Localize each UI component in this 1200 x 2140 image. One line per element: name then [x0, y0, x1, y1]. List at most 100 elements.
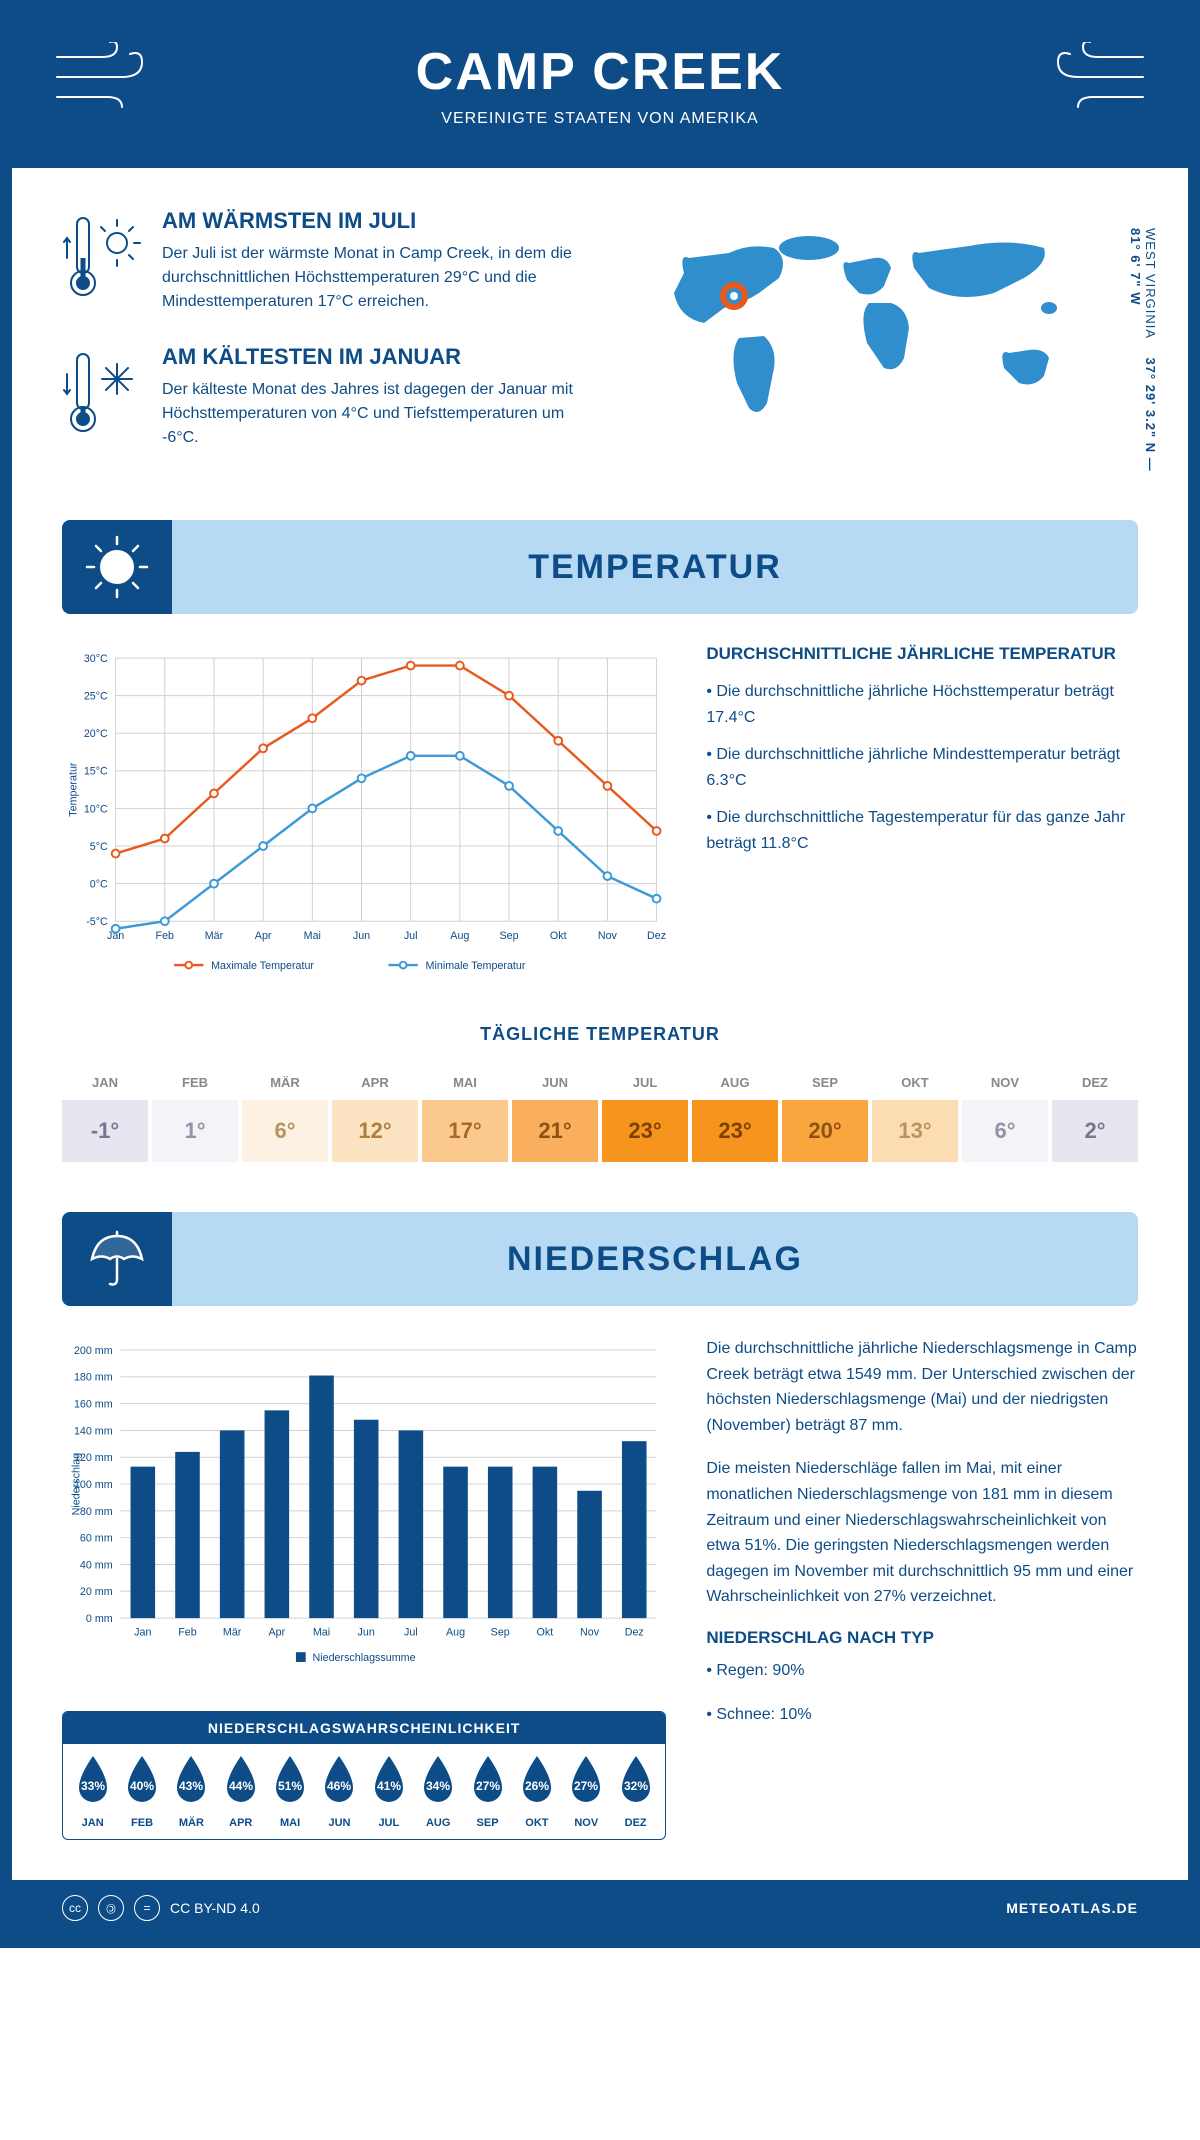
daily-temp-cell: JAN-1° [62, 1065, 148, 1162]
svg-text:0°C: 0°C [90, 879, 108, 891]
daily-temp-cell: MAI17° [422, 1065, 508, 1162]
probability-drop: 46%JUN [317, 1754, 361, 1829]
daily-temp-cell: OKT13° [872, 1065, 958, 1162]
header-banner: CAMP CREEK VEREINIGTE STAATEN VON AMERIK… [12, 12, 1188, 168]
probability-drop: 44%APR [219, 1754, 263, 1829]
by-icon: 🄯 [98, 1895, 124, 1921]
svg-text:Okt: Okt [537, 1627, 554, 1639]
svg-text:10°C: 10°C [84, 803, 108, 815]
svg-text:Temperatur: Temperatur [68, 762, 80, 817]
svg-text:Sep: Sep [491, 1627, 510, 1639]
probability-drop: 41%JUL [367, 1754, 411, 1829]
temperature-chart: -5°C0°C5°C10°C15°C20°C25°C30°CJanFebMärA… [62, 644, 666, 989]
svg-text:Jul: Jul [404, 1627, 418, 1639]
probability-drop: 32%DEZ [614, 1754, 658, 1829]
section-precip-title: NIEDERSCHLAG [172, 1240, 1138, 1279]
svg-text:60 mm: 60 mm [80, 1533, 113, 1545]
license-label: CC BY-ND 4.0 [170, 1900, 260, 1916]
svg-text:Okt: Okt [550, 930, 567, 942]
svg-text:27%: 27% [476, 1779, 500, 1793]
footer: cc 🄯 = CC BY-ND 4.0 METEOATLAS.DE [12, 1880, 1188, 1936]
nd-icon: = [134, 1895, 160, 1921]
svg-text:44%: 44% [229, 1779, 253, 1793]
state-label: WEST VIRGINIA [1143, 228, 1158, 339]
daily-temp-cell: DEZ2° [1052, 1065, 1138, 1162]
section-temperature: TEMPERATUR [62, 520, 1138, 614]
thermometer-sun-icon [62, 208, 142, 313]
daily-temp-cell: JUL23° [602, 1065, 688, 1162]
temp-bullet: • Die durchschnittliche Tagestemperatur … [706, 805, 1138, 856]
svg-text:Niederschlag: Niederschlag [71, 1453, 83, 1516]
svg-text:40 mm: 40 mm [80, 1559, 113, 1571]
precip-type-heading: NIEDERSCHLAG NACH TYP [706, 1628, 1138, 1648]
svg-text:Jun: Jun [353, 930, 370, 942]
svg-text:Aug: Aug [450, 930, 469, 942]
svg-text:Dez: Dez [647, 930, 666, 942]
svg-text:180 mm: 180 mm [74, 1372, 113, 1384]
svg-text:Jun: Jun [358, 1627, 375, 1639]
temp-bullet: • Die durchschnittliche jährliche Mindes… [706, 742, 1138, 793]
umbrella-icon [62, 1212, 172, 1306]
svg-text:43%: 43% [179, 1779, 203, 1793]
svg-text:Niederschlagssumme: Niederschlagssumme [313, 1652, 416, 1664]
svg-text:Mai: Mai [313, 1627, 330, 1639]
svg-text:Nov: Nov [580, 1627, 600, 1639]
fact-warm-title: AM WÄRMSTEN IM JULI [162, 208, 580, 234]
svg-text:-5°C: -5°C [86, 916, 108, 928]
coordinates: WEST VIRGINIA 37° 29' 3.2" N — 81° 6' 7"… [1128, 228, 1158, 480]
svg-text:33%: 33% [81, 1779, 105, 1793]
wind-icon [52, 42, 172, 117]
daily-temp-cell: SEP20° [782, 1065, 868, 1162]
svg-text:Sep: Sep [500, 930, 519, 942]
fact-warmest: AM WÄRMSTEN IM JULI Der Juli ist der wär… [62, 208, 580, 314]
wind-icon [1028, 42, 1148, 117]
svg-text:Maximale Temperatur: Maximale Temperatur [211, 960, 314, 972]
daily-temp-table: JAN-1°FEB1°MÄR6°APR12°MAI17°JUN21°JUL23°… [62, 1065, 1138, 1162]
svg-text:Jan: Jan [134, 1627, 151, 1639]
daily-temp-cell: APR12° [332, 1065, 418, 1162]
svg-text:0 mm: 0 mm [86, 1613, 113, 1625]
prob-heading: NIEDERSCHLAGSWAHRSCHEINLICHKEIT [63, 1712, 665, 1744]
sun-icon [62, 520, 172, 614]
svg-text:160 mm: 160 mm [74, 1399, 113, 1411]
probability-drop: 43%MÄR [169, 1754, 213, 1829]
svg-text:Dez: Dez [625, 1627, 644, 1639]
svg-text:30°C: 30°C [84, 653, 108, 665]
daily-temp-cell: NOV6° [962, 1065, 1048, 1162]
fact-cold-title: AM KÄLTESTEN IM JANUAR [162, 344, 580, 370]
section-temp-title: TEMPERATUR [172, 548, 1138, 587]
svg-text:Mär: Mär [223, 1627, 242, 1639]
daily-temp-cell: FEB1° [152, 1065, 238, 1162]
probability-drop: 33%JAN [71, 1754, 115, 1829]
temp-bullet: • Die durchschnittliche jährliche Höchst… [706, 679, 1138, 730]
svg-text:Nov: Nov [598, 930, 618, 942]
precipitation-chart: 0 mm20 mm40 mm60 mm80 mm100 mm120 mm140 … [62, 1336, 666, 1681]
svg-text:41%: 41% [377, 1779, 401, 1793]
precip-type-rain: • Regen: 90% [706, 1658, 1138, 1684]
probability-drop: 26%OKT [515, 1754, 559, 1829]
page-subtitle: VEREINIGTE STAATEN VON AMERIKA [32, 110, 1168, 128]
svg-text:Feb: Feb [156, 930, 175, 942]
svg-text:Mär: Mär [205, 930, 224, 942]
precip-paragraph: Die durchschnittliche jährliche Niedersc… [706, 1336, 1138, 1438]
daily-temp-heading: TÄGLICHE TEMPERATUR [62, 1024, 1138, 1045]
precip-probability-box: NIEDERSCHLAGSWAHRSCHEINLICHKEIT 33%JAN40… [62, 1711, 666, 1840]
svg-text:25°C: 25°C [84, 691, 108, 703]
daily-temp-cell: AUG23° [692, 1065, 778, 1162]
site-name: METEOATLAS.DE [1006, 1900, 1138, 1916]
svg-text:5°C: 5°C [90, 841, 108, 853]
svg-text:200 mm: 200 mm [74, 1345, 113, 1357]
fact-cold-text: Der kälteste Monat des Jahres ist dagege… [162, 378, 580, 450]
page-title: CAMP CREEK [32, 42, 1168, 102]
svg-text:Mai: Mai [304, 930, 321, 942]
probability-drop: 27%NOV [564, 1754, 608, 1829]
svg-text:Apr: Apr [255, 930, 272, 942]
svg-text:80 mm: 80 mm [80, 1506, 113, 1518]
svg-text:51%: 51% [278, 1779, 302, 1793]
svg-text:40%: 40% [130, 1779, 154, 1793]
daily-temp-cell: JUN21° [512, 1065, 598, 1162]
probability-drop: 40%FEB [120, 1754, 164, 1829]
probability-drop: 51%MAI [268, 1754, 312, 1829]
svg-text:140 mm: 140 mm [74, 1425, 113, 1437]
svg-text:20°C: 20°C [84, 728, 108, 740]
